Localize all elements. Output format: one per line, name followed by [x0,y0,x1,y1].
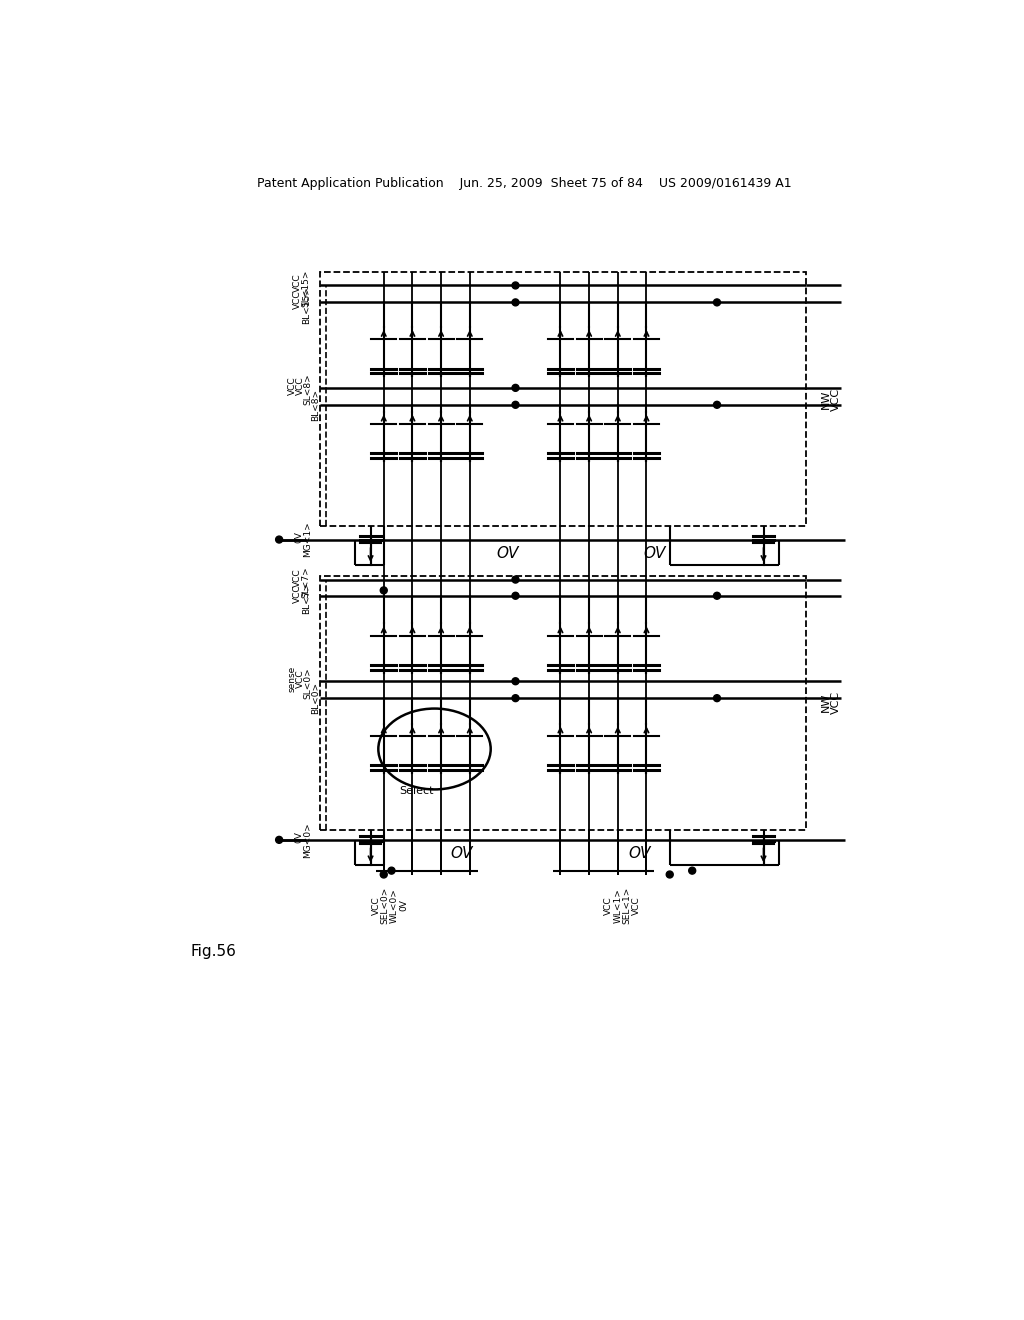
Text: 0V: 0V [294,832,303,843]
Circle shape [275,536,283,543]
Text: 0V: 0V [294,532,303,543]
Circle shape [512,593,519,599]
Text: VCC: VCC [296,376,304,395]
Text: OV: OV [451,846,472,861]
Circle shape [689,867,695,874]
Text: VCC: VCC [288,376,297,395]
Circle shape [512,282,519,289]
Text: VCC: VCC [293,585,301,603]
Text: SL<0>: SL<0> [303,667,312,698]
Text: NW: NW [820,693,830,713]
Text: Select: Select [399,787,434,796]
Text: VCC: VCC [632,896,641,915]
Bar [321,576,806,830]
Text: SL<15>: SL<15> [302,269,310,306]
Circle shape [512,576,519,583]
Text: Fig.56: Fig.56 [190,944,236,960]
Text: 0V: 0V [399,899,409,911]
Circle shape [512,384,519,391]
Text: SEL<1>: SEL<1> [623,887,632,924]
Circle shape [512,694,519,702]
Circle shape [714,401,721,408]
Text: VCC: VCC [604,896,613,915]
Text: VCC: VCC [830,388,841,411]
Circle shape [380,587,387,594]
Text: BL<8>: BL<8> [311,388,321,421]
Circle shape [714,593,721,599]
Circle shape [512,298,519,306]
Text: SL<8>: SL<8> [303,374,312,405]
Text: WL<0>: WL<0> [390,888,399,923]
Text: VCC: VCC [293,568,301,586]
Text: SEL<0>: SEL<0> [381,887,390,924]
Text: MG<0>: MG<0> [303,822,312,858]
Circle shape [512,401,519,408]
Circle shape [380,871,387,878]
Text: VCC: VCC [372,896,381,915]
Text: VCC: VCC [293,290,301,309]
Text: OV: OV [497,546,519,561]
Text: WL<1>: WL<1> [613,888,623,923]
Text: VCC: VCC [293,273,301,293]
Text: BL<0>: BL<0> [311,682,321,714]
Bar [321,272,806,527]
Circle shape [388,867,395,874]
Text: BL<7>: BL<7> [302,582,310,614]
Text: BL<15>: BL<15> [302,285,310,323]
Text: Patent Application Publication    Jun. 25, 2009  Sheet 75 of 84    US 2009/01614: Patent Application Publication Jun. 25, … [257,177,793,190]
Text: OV: OV [629,846,650,861]
Text: MG<1>: MG<1> [303,521,312,557]
Text: NW: NW [820,389,830,409]
Circle shape [714,694,721,702]
Circle shape [275,837,283,843]
Circle shape [667,871,673,878]
Text: SL<7>: SL<7> [302,566,310,598]
Text: VCC: VCC [296,669,304,688]
Text: VCC: VCC [830,692,841,714]
Text: OV: OV [644,546,667,561]
Circle shape [714,298,721,306]
Text: sense: sense [288,665,297,692]
Circle shape [512,677,519,685]
